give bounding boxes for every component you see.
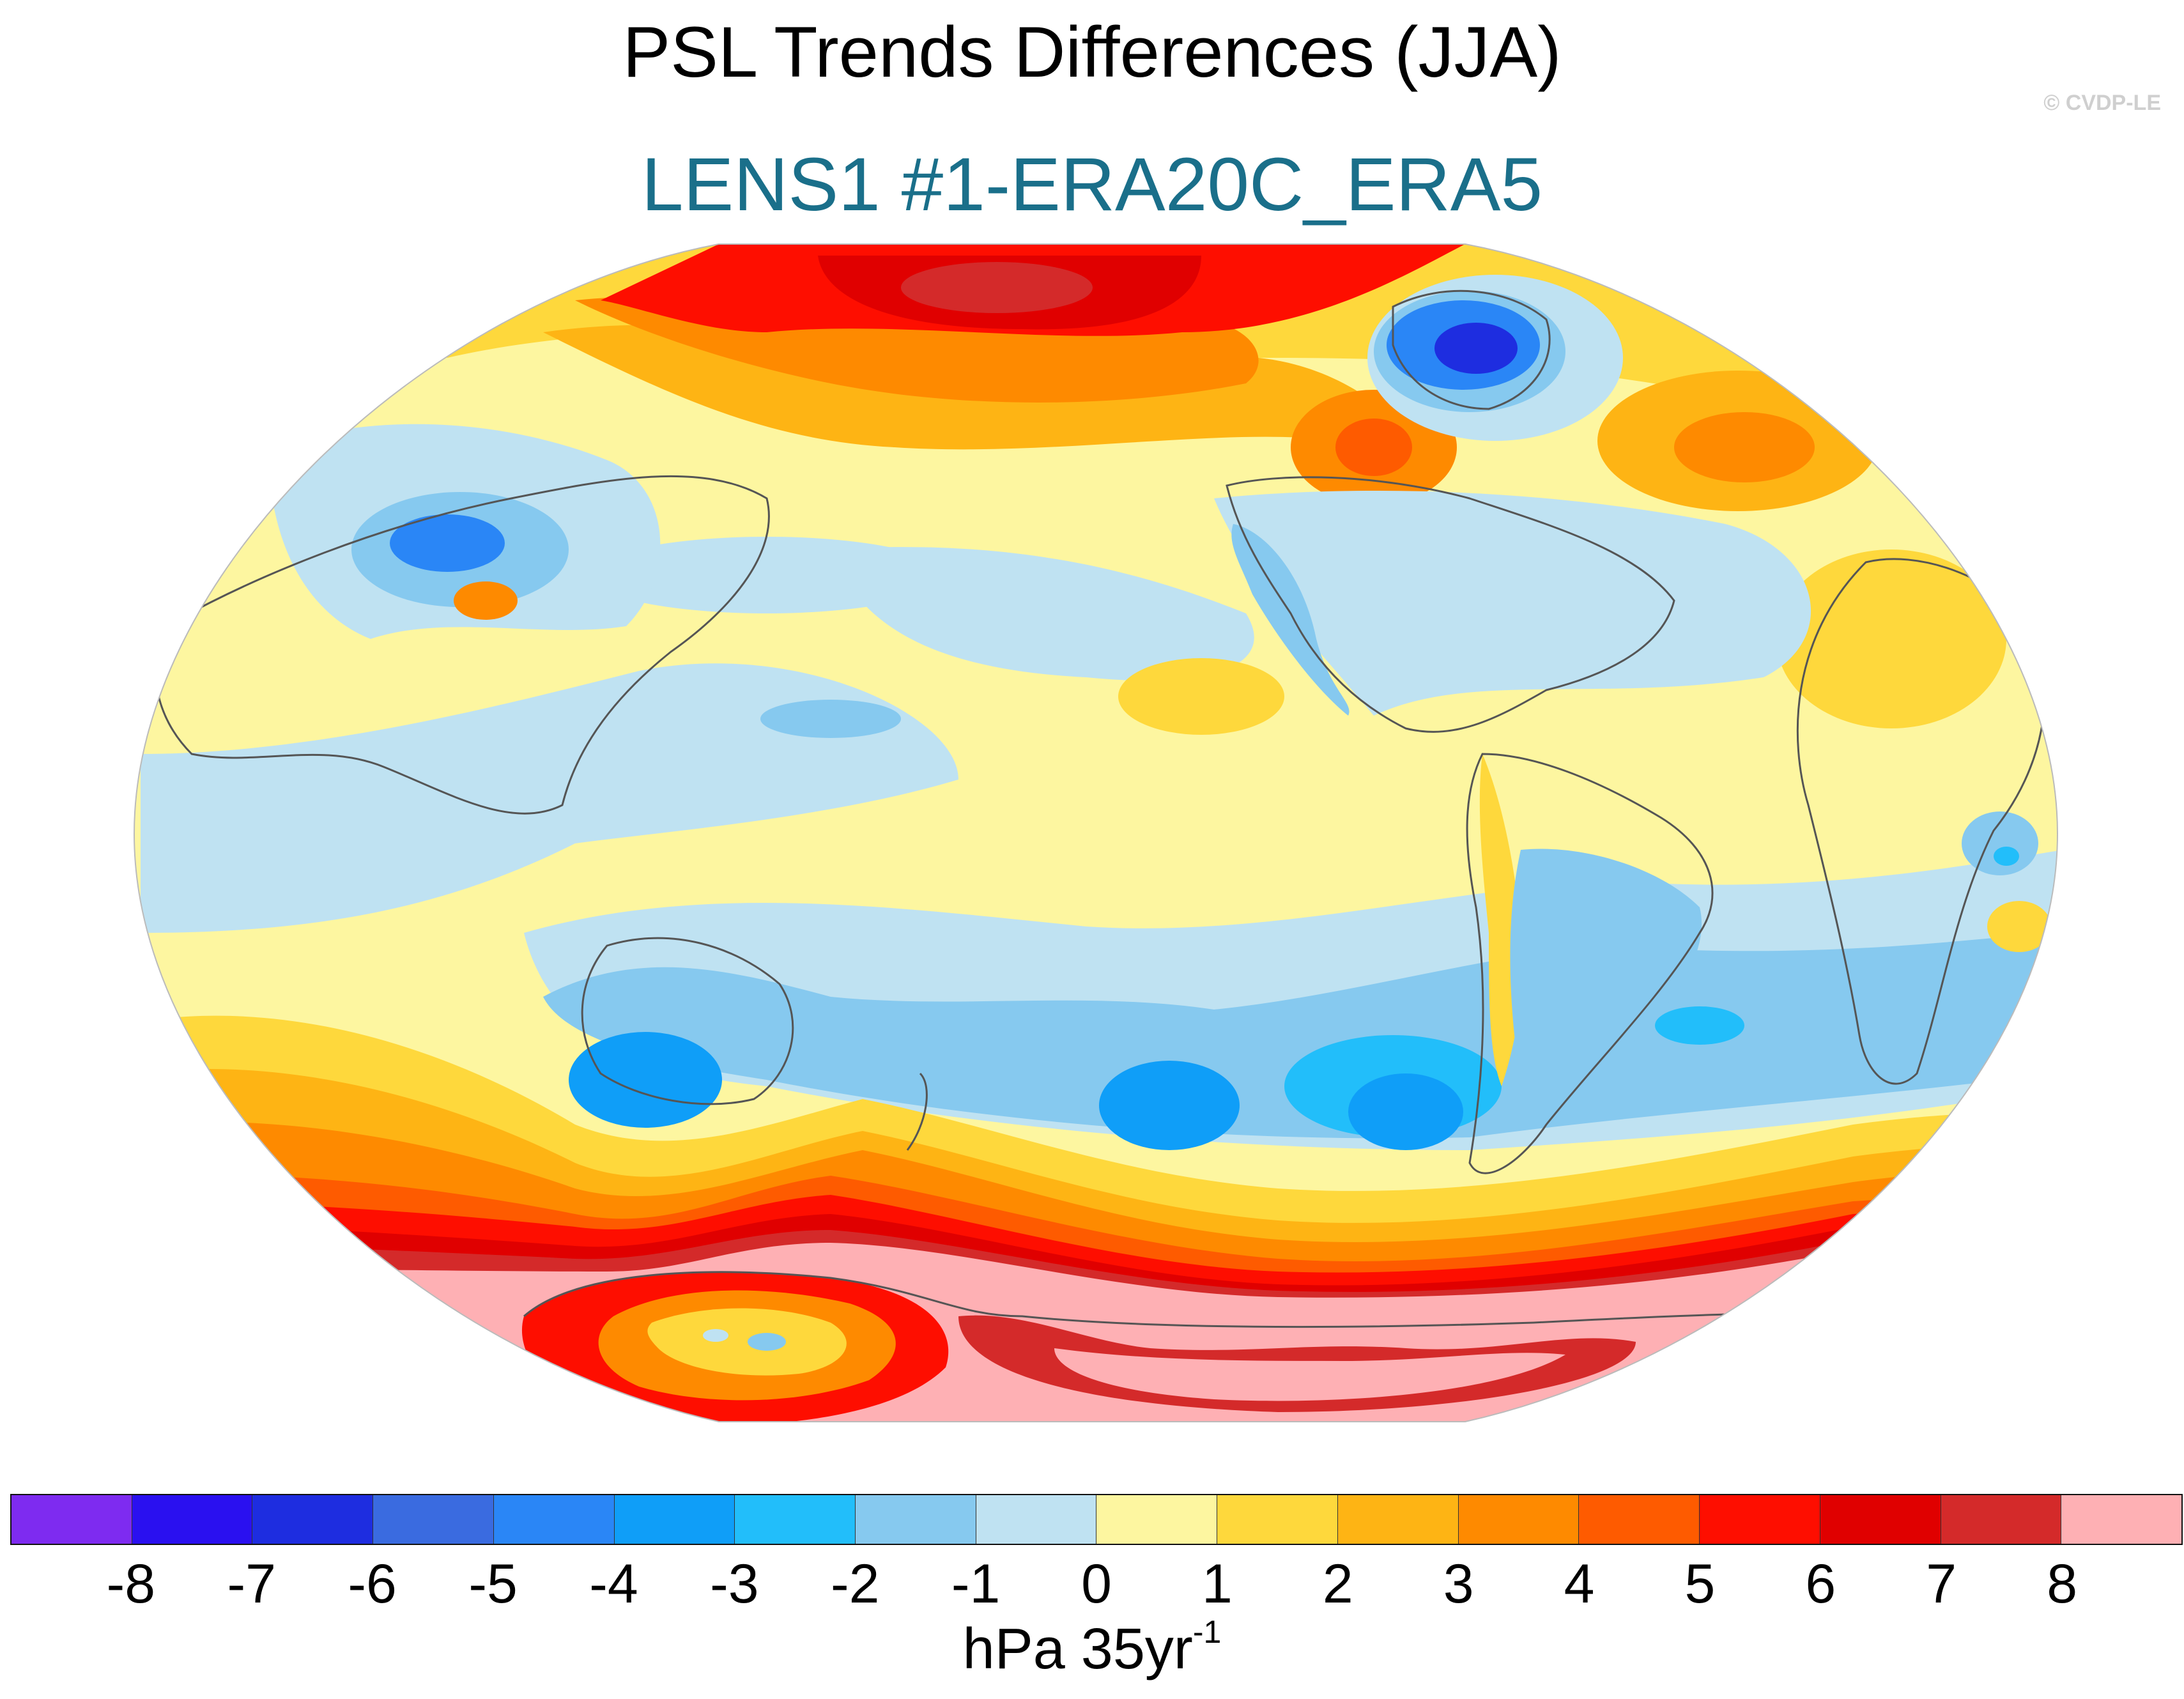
colorbar-tick-label: 6 (1805, 1553, 1836, 1615)
colorbar-tick-label: -2 (830, 1553, 880, 1615)
colorbar-tick-label: -3 (710, 1553, 759, 1615)
antarctica-blue-speckle-2 (703, 1329, 728, 1342)
colorbar-tick-label: -8 (106, 1553, 156, 1615)
coastline-australia (581, 937, 794, 1105)
colorbar-swatch-11 (1337, 1495, 1459, 1544)
colorbar-swatch-15 (1820, 1495, 1941, 1544)
west-pacific-negative-spot (760, 700, 901, 738)
gulf-guinea-positive (1987, 901, 2051, 952)
antarctica-blue-speckle (748, 1333, 786, 1351)
coastline-north-america (1226, 476, 1675, 733)
indo-pacific-negative (141, 663, 958, 933)
colorbar-swatch-0 (12, 1495, 132, 1544)
colorbar-tick-label: -7 (227, 1553, 276, 1615)
south-pacific-negative-2 (1099, 1061, 1240, 1150)
coastline-asia (155, 475, 770, 815)
colorbar-tick-label: -1 (951, 1553, 1001, 1615)
alaska-positive-core (1335, 419, 1412, 476)
colorbar-swatch-8 (976, 1495, 1097, 1544)
colorbar-swatch-10 (1217, 1495, 1338, 1544)
east-africa-negative-core (1994, 847, 2019, 866)
siberia-max-core (901, 262, 1093, 313)
colorbar-swatch-16 (1941, 1495, 2062, 1544)
coastline-new-zealand (906, 1072, 928, 1151)
colorbar-swatch-14 (1700, 1495, 1820, 1544)
colorbar-swatch-12 (1458, 1495, 1580, 1544)
colorbar-tick-label: 0 (1081, 1553, 1112, 1615)
colorbar-tick-label: 4 (1564, 1553, 1595, 1615)
antarctica-west-noisy-3 (647, 1308, 847, 1376)
colorbar-tick-label: 8 (2047, 1553, 2078, 1615)
south-atlantic-negative (1655, 1006, 1744, 1045)
rockies-negative (1231, 524, 1350, 716)
colorbar-swatch-4 (493, 1495, 615, 1544)
tibet-negative-core (390, 514, 505, 572)
north-africa-positive (1776, 550, 2006, 728)
trend-field (134, 244, 2057, 1422)
colorbar-swatch-13 (1579, 1495, 1700, 1544)
central-pacific-negative (831, 547, 1254, 681)
colorbar-tick-label: 5 (1684, 1553, 1716, 1615)
colorbar-tick-label: 1 (1201, 1553, 1233, 1615)
colorbar (10, 1494, 2183, 1545)
south-pacific-negative-3-core (1348, 1073, 1463, 1150)
colorbar-tick-label: 3 (1443, 1553, 1474, 1615)
map-title: PSL Trends Differences (JJA) (622, 12, 1562, 92)
coastline-greenland (1392, 289, 1551, 410)
greenland-negative-core (1434, 323, 1518, 374)
coastline-south-america (1466, 753, 1714, 1174)
south-pacific-negative-1 (569, 1032, 722, 1128)
antarctica-east-pink (1054, 1348, 1565, 1401)
tibet-positive-spot (454, 581, 518, 620)
colorbar-swatch-6 (735, 1495, 856, 1544)
units-base: hPa 35yr (962, 1617, 1193, 1681)
colorbar-swatch-7 (856, 1495, 976, 1544)
colorbar-swatch-5 (614, 1495, 735, 1544)
colorbar-tick-label: -6 (348, 1553, 397, 1615)
colorbar-swatch-1 (132, 1495, 253, 1544)
colorbar-swatch-3 (373, 1495, 494, 1544)
colorbar-tick-label: 2 (1322, 1553, 1353, 1615)
world-map (134, 243, 2058, 1422)
pacific-positive-lobe (1118, 658, 1284, 735)
colorbar-swatch-17 (2061, 1495, 2181, 1544)
colorbar-tick-label: -4 (589, 1553, 638, 1615)
map-subtitle: LENS1 #1-ERA20C_ERA5 (641, 142, 1543, 227)
north-america-negative (1214, 491, 1811, 716)
colorbar-tick-label: -5 (468, 1553, 518, 1615)
colorbar-swatch-2 (252, 1495, 374, 1544)
colorbar-swatch-9 (1096, 1495, 1218, 1544)
units-exponent: -1 (1192, 1614, 1222, 1650)
coastline-antarctica (523, 1271, 1854, 1328)
south-america-negative (1510, 849, 1702, 1086)
pacific-positive-spot (859, 819, 930, 855)
colorbar-tick-label: 7 (1926, 1553, 1957, 1615)
copyright-text: © CVDP-LE (2043, 91, 2161, 115)
europe-positive-core (1674, 412, 1815, 482)
colorbar-units: hPa 35yr-1 (0, 1614, 2184, 1682)
